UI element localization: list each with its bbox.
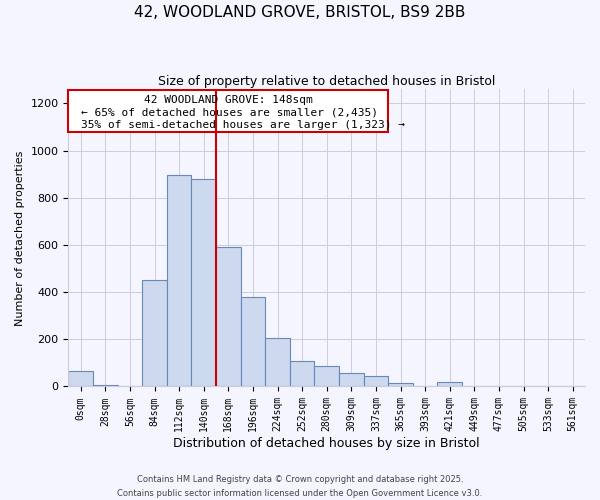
Text: 42, WOODLAND GROVE, BRISTOL, BS9 2BB: 42, WOODLAND GROVE, BRISTOL, BS9 2BB [134, 5, 466, 20]
Bar [339, 374, 364, 386]
Text: 42 WOODLAND GROVE: 148sqm: 42 WOODLAND GROVE: 148sqm [144, 95, 313, 105]
Bar [364, 376, 388, 386]
Bar [290, 360, 314, 386]
Bar [314, 366, 339, 386]
Bar [265, 338, 290, 386]
FancyBboxPatch shape [68, 90, 388, 132]
Bar [241, 297, 265, 386]
Text: ← 65% of detached houses are smaller (2,435): ← 65% of detached houses are smaller (2,… [81, 108, 378, 118]
Bar [142, 280, 167, 386]
Bar [191, 179, 216, 386]
Y-axis label: Number of detached properties: Number of detached properties [15, 150, 25, 326]
Title: Size of property relative to detached houses in Bristol: Size of property relative to detached ho… [158, 75, 496, 88]
Bar [167, 176, 191, 386]
X-axis label: Distribution of detached houses by size in Bristol: Distribution of detached houses by size … [173, 437, 480, 450]
Bar [68, 371, 93, 386]
Text: Contains HM Land Registry data © Crown copyright and database right 2025.
Contai: Contains HM Land Registry data © Crown c… [118, 476, 482, 498]
Bar [388, 383, 413, 386]
Text: 35% of semi-detached houses are larger (1,323) →: 35% of semi-detached houses are larger (… [81, 120, 405, 130]
Bar [437, 382, 462, 386]
Bar [216, 248, 241, 386]
